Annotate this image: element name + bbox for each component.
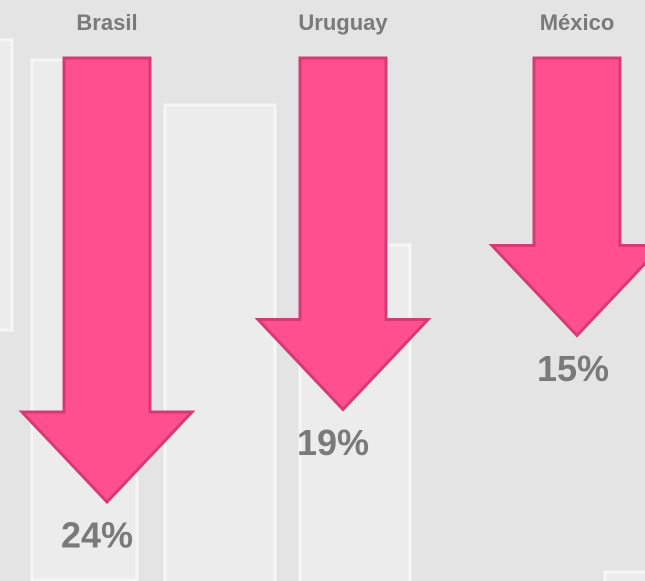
category-label: Brasil <box>76 10 137 35</box>
arrow <box>488 56 645 338</box>
value-label: 24% <box>61 515 133 556</box>
arrow <box>254 56 432 412</box>
value-label: 19% <box>297 422 369 463</box>
backdrop-panel <box>0 38 14 332</box>
value-label: 15% <box>537 348 609 389</box>
backdrop-panel <box>603 570 645 581</box>
arrow <box>18 56 196 505</box>
category-label: México <box>540 10 615 35</box>
category-label: Uruguay <box>298 10 388 35</box>
backdrop-panel <box>163 103 277 581</box>
